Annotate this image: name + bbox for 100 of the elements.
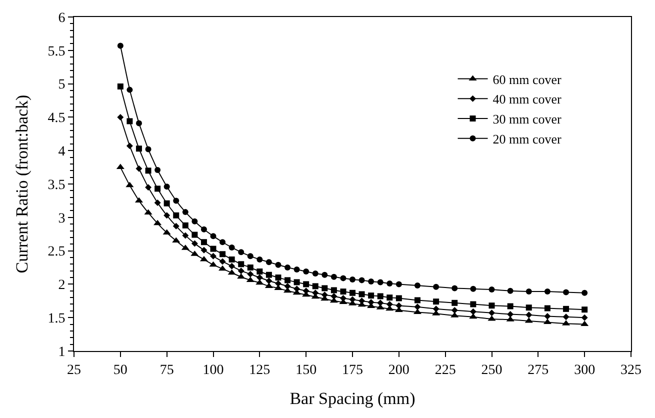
point	[507, 303, 514, 310]
point	[228, 269, 236, 275]
point	[294, 279, 300, 286]
point	[368, 292, 374, 299]
point	[238, 249, 244, 256]
point	[526, 312, 532, 318]
point	[581, 314, 588, 321]
point	[228, 244, 235, 250]
point	[488, 302, 495, 309]
point	[266, 259, 272, 266]
point	[544, 288, 550, 295]
x-tick-label: 250	[481, 362, 502, 378]
point	[340, 288, 346, 295]
point	[172, 222, 180, 230]
point	[386, 294, 393, 301]
x-tick-label: 75	[160, 362, 174, 378]
point	[414, 304, 421, 310]
point	[433, 284, 440, 290]
point	[228, 256, 235, 262]
point	[154, 199, 161, 206]
point	[256, 256, 263, 262]
point	[247, 270, 254, 278]
point	[563, 289, 570, 296]
point	[284, 264, 291, 270]
point	[368, 298, 374, 306]
y-tick-label: 3	[58, 211, 66, 226]
point	[256, 268, 263, 275]
point	[349, 296, 356, 303]
x-tick-label: 300	[574, 362, 596, 378]
x-axis-title: Bar Spacing (mm)	[290, 389, 416, 408]
point	[256, 279, 264, 285]
point	[210, 233, 216, 240]
point	[126, 118, 133, 124]
point	[524, 317, 533, 323]
y-tick-label: 2	[58, 278, 66, 294]
point	[368, 278, 374, 285]
point	[136, 120, 142, 126]
point	[396, 281, 402, 288]
y-tick-label: 1	[58, 344, 66, 360]
point	[164, 212, 170, 219]
point	[396, 302, 402, 309]
point	[414, 297, 420, 304]
point	[117, 83, 124, 90]
point	[358, 291, 365, 298]
point	[237, 273, 246, 279]
point	[192, 218, 198, 224]
point	[386, 280, 393, 287]
point	[470, 308, 476, 315]
point	[340, 294, 346, 302]
point	[322, 272, 328, 278]
point	[312, 270, 318, 277]
point	[414, 282, 420, 289]
point	[126, 86, 133, 93]
point	[173, 212, 180, 218]
point	[526, 288, 532, 295]
point	[220, 239, 226, 246]
legend-label: 20 mm cover	[492, 131, 562, 146]
y-tick-label: 3.5	[48, 178, 66, 193]
point	[563, 306, 570, 312]
point	[580, 320, 589, 326]
point	[340, 275, 346, 282]
point	[526, 304, 532, 311]
point	[154, 186, 161, 192]
point	[136, 146, 142, 152]
point	[562, 314, 570, 320]
legend-label: 40 mm cover	[492, 92, 562, 107]
point	[322, 285, 328, 292]
point	[582, 306, 588, 313]
point	[544, 305, 550, 312]
point	[164, 200, 170, 206]
point	[154, 166, 161, 173]
point	[377, 279, 384, 286]
point	[507, 311, 514, 318]
point	[256, 274, 263, 281]
point	[543, 318, 552, 324]
point	[200, 246, 208, 254]
point	[488, 286, 495, 293]
x-tick-label: 50	[113, 362, 128, 378]
point	[145, 168, 152, 174]
point	[284, 282, 291, 290]
point	[200, 226, 207, 232]
point	[191, 240, 198, 247]
point	[544, 313, 551, 320]
point	[238, 261, 244, 268]
y-tick-label: 4.5	[48, 111, 66, 126]
x-tick-label: 25	[67, 362, 81, 378]
point	[219, 258, 226, 265]
point	[182, 222, 188, 228]
x-tick-label: 150	[296, 362, 317, 378]
y-tick-label: 1.5	[48, 312, 66, 326]
point	[266, 278, 272, 284]
point	[488, 315, 496, 321]
y-tick-label: 5	[58, 78, 66, 93]
point	[582, 290, 588, 296]
point	[182, 232, 189, 239]
point	[433, 298, 440, 305]
point	[350, 290, 356, 296]
point	[377, 300, 384, 306]
point	[145, 146, 152, 152]
point	[396, 295, 402, 302]
